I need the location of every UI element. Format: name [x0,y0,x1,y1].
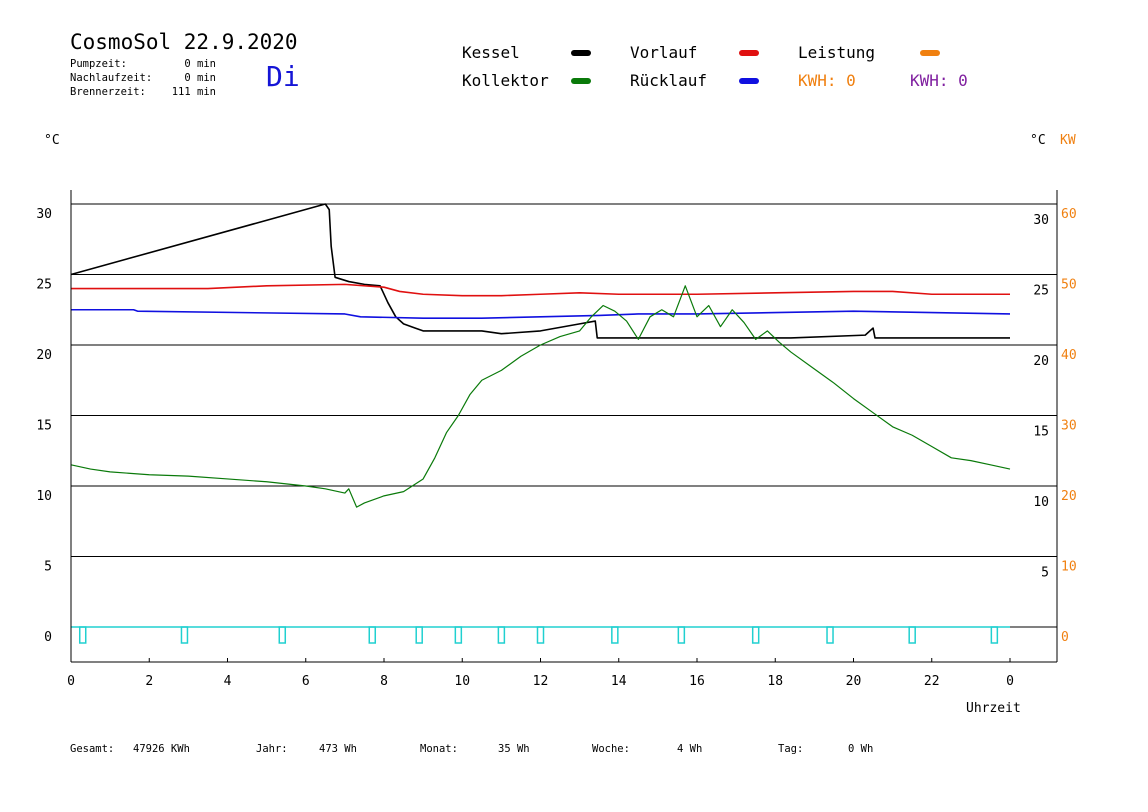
y2-tick-label-kw: 20 [1061,489,1077,504]
pump-layer [71,626,1010,644]
y-tick-label-left: 5 [44,560,52,575]
footer-tag-value: 0 Wh [848,743,874,755]
legend-label-kessel: Kessel [462,43,520,62]
y2-tick-label-kw: 10 [1061,560,1077,575]
unit-right-kw: KW [1060,133,1076,148]
legend-swatch-vorlauf [739,50,759,56]
pump-marker [751,626,760,644]
y-tick-label-left: 30 [36,207,52,222]
y-tick-label-left: 15 [36,419,52,434]
pump-marker [180,626,189,644]
y-tick-label-right: 10 [1033,495,1049,510]
x-tick-label: 16 [689,674,705,689]
legend-swatch-ruecklauf [739,78,759,84]
y-tick-label-left: 10 [36,489,52,504]
stat-value-pumpzeit: 0 min [184,58,216,70]
y-tick-label-right: 25 [1033,284,1049,299]
y-tick-label-left: 20 [36,348,52,363]
x-tick-label: 20 [846,674,862,689]
pump-marker [278,626,287,644]
series-line-kollektor [70,285,1011,508]
y2-tick-label-kw: 40 [1061,348,1077,363]
footer-monat-value: 35 Wh [498,743,530,755]
legend-label-leistung: Leistung [798,43,876,62]
pump-marker [611,626,619,644]
stat-label-nachlaufzeit: Nachlaufzeit: [70,72,153,84]
series-layer [70,203,1011,508]
x-tick-label: 0 [67,674,75,689]
axis-layer: 0 2 4 6 8 10 12 14 16 18 20 22 030252015105030252015… [36,190,1077,689]
pump-marker [826,626,834,644]
x-tick-label: 8 [380,674,388,689]
legend-swatch-kessel [571,50,591,56]
pump-marker [497,626,506,644]
footer-jahr-label: Jahr: [256,743,288,755]
x-tick-label: 18 [767,674,783,689]
pump-marker [368,626,377,644]
legend-swatch-leistung [920,50,940,56]
footer-woche-value: 4 Wh [677,743,703,755]
pump-marker [908,626,916,644]
weekday-label: Di [266,60,300,93]
legend-swatch-kollektor [571,78,591,84]
footer-tag-label: Tag: [778,743,804,755]
footer-woche-label: Woche: [592,743,630,755]
pump-marker [454,626,463,644]
chart-title: CosmoSol 22.9.2020 [70,30,298,54]
x-tick-label: 12 [533,674,549,689]
unit-left-celsius: °C [44,133,60,148]
pump-marker [677,626,686,644]
unit-right-celsius: °C [1030,133,1046,148]
series-line-kessel [70,203,1010,339]
y2-tick-label-kw: 30 [1061,419,1077,434]
x-tick-label: 22 [924,674,940,689]
y-tick-label-right: 20 [1033,354,1049,369]
y-tick-label-right: 15 [1033,425,1049,440]
legend-label-vorlauf: Vorlauf [630,43,698,62]
y-tick-label-right: 30 [1033,213,1049,228]
y-tick-label-right: 5 [1041,566,1049,581]
pump-marker [415,626,423,644]
x-tick-label: 0 [1006,674,1014,689]
stat-value-nachlaufzeit: 0 min [184,72,216,84]
footer-gesamt-value: 47926 KWh [133,743,190,755]
series-line-ruecklauf [71,308,1011,320]
legend-kwh-orange: KWH: 0 [798,71,856,90]
legend-label-kollektor: Kollektor [462,71,549,90]
y2-tick-label-kw: 0 [1061,630,1069,645]
stat-label-pumpzeit: Pumpzeit: [70,58,127,70]
legend-label-ruecklauf: Rücklauf [630,71,708,90]
x-tick-label: 6 [302,674,310,689]
series-line-vorlauf [71,283,1010,297]
footer-jahr-value: 473 Wh [319,743,357,755]
pump-marker [990,626,999,644]
x-tick-label: 4 [224,674,232,689]
x-tick-label: 10 [454,674,470,689]
x-tick-label: 14 [611,674,627,689]
y2-tick-label-kw: 50 [1061,278,1077,293]
y-tick-label-left: 25 [36,278,52,293]
x-axis-label: Uhrzeit [966,701,1021,716]
grid-layer [71,203,1057,628]
footer-gesamt-label: Gesamt: [70,743,115,755]
y-tick-label-left: 0 [44,630,52,645]
legend-kwh-purple: KWH: 0 [910,71,968,90]
pump-marker [78,626,87,644]
y2-tick-label-kw: 60 [1061,207,1077,222]
pump-marker [536,626,545,644]
x-tick-label: 2 [145,674,153,689]
stat-label-brennerzeit: Brennerzeit: [70,86,146,98]
footer-monat-label: Monat: [420,743,458,755]
stat-value-brennerzeit: 111 min [171,86,216,98]
